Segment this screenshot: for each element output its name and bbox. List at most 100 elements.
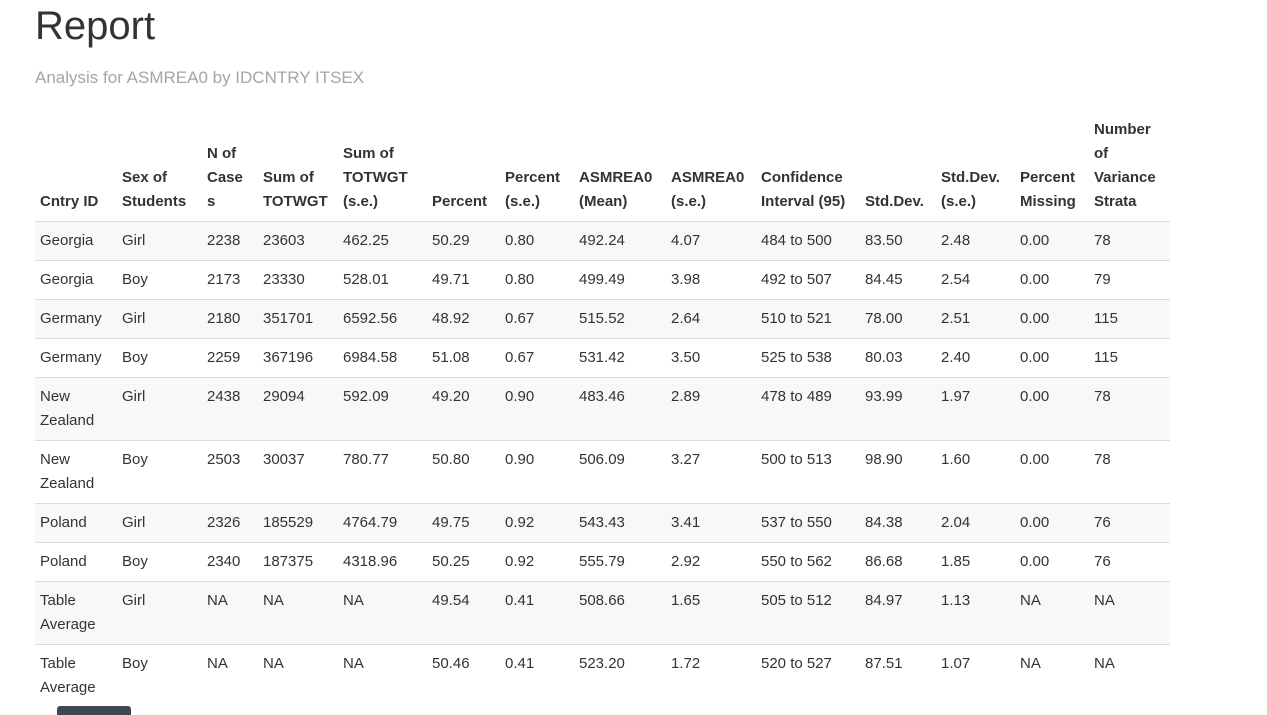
table-cell: 531.42 [574, 338, 666, 378]
table-row: Poland Boy 2340 187375 4318.96 50.25 0.92 555.7… [35, 542, 1170, 582]
column-header: Percent (s.e.) [500, 111, 574, 222]
table-row: Table Average Boy NA NA NA 50.46 0.41 523.20 1.7… [35, 644, 1170, 707]
table-cell: 76 [1089, 503, 1170, 543]
table-cell: 478 to 489 [756, 377, 860, 441]
table-cell: 0.80 [500, 260, 574, 300]
table-cell: 3.50 [666, 338, 756, 378]
table-cell: 50.46 [427, 644, 500, 707]
table-cell: 543.43 [574, 503, 666, 543]
table-cell: 6592.56 [338, 299, 427, 339]
table-row: New Zealand Boy 2503 30037 780.77 50.80 0.90 50… [35, 440, 1170, 504]
table-cell: 555.79 [574, 542, 666, 582]
table-cell: 483.46 [574, 377, 666, 441]
column-header: ASMREA0 (Mean) [574, 111, 666, 222]
table-cell: 185529 [258, 503, 338, 543]
table-row: Table Average Girl NA NA NA 49.54 0.41 508.66 1.… [35, 581, 1170, 645]
table-cell: 3.41 [666, 503, 756, 543]
table-cell: 462.25 [343, 232, 389, 249]
table-body: Georgia Girl 2238 23603 462.25 50.29 0.80 492.2… [35, 221, 1170, 707]
table-cell: 115 [1089, 299, 1170, 339]
table-cell: 2.40 [936, 338, 1015, 378]
table-cell: 525 to 538 [756, 338, 860, 378]
table-cell: 492 to 507 [756, 260, 860, 300]
table-cell: 0.90 [500, 377, 574, 441]
table-cell: 50.25 [427, 542, 500, 582]
table-cell: Girl [117, 503, 202, 543]
table-cell: Poland [35, 542, 117, 582]
table-cell: 2.64 [666, 299, 756, 339]
table-cell: 76 [1089, 542, 1170, 582]
table-cell: 500 to 513 [756, 440, 860, 504]
table-cell: 550 to 562 [756, 542, 860, 582]
table-row: Georgia Boy 2173 23330 528.01 49.71 0.80 499.49… [35, 260, 1170, 300]
table-cell: 351701 [258, 299, 338, 339]
table-cell: 2.48 [941, 232, 971, 249]
table-cell: 23330 [258, 260, 338, 300]
table-cell: NA [258, 644, 338, 707]
column-header: ASMREA0 (s.e.) [666, 111, 756, 222]
table-cell: 1.13 [936, 581, 1015, 645]
partial-bottom-button[interactable] [57, 706, 131, 715]
table-cell: 50.80 [427, 440, 500, 504]
table-cell: 1.85 [936, 542, 1015, 582]
table-cell: Table Average [35, 581, 117, 645]
table-row: Germany Boy 2259 367196 6984.58 51.08 0.67 531.… [35, 338, 1170, 378]
table-cell: Girl [117, 299, 202, 339]
table-cell: 23603 [263, 232, 305, 249]
table-cell: NA [258, 581, 338, 645]
table-cell: NA [338, 644, 427, 707]
table-row: New Zealand Girl 2438 29094 592.09 49.20 0.90 4… [35, 377, 1170, 441]
table-cell: 515.52 [574, 299, 666, 339]
table-cell: 0.67 [500, 338, 574, 378]
table-cell: NA [1015, 644, 1089, 707]
table-cell: 0.00 [1015, 338, 1089, 378]
table-cell: 2503 [202, 440, 258, 504]
table-cell: 6984.58 [338, 338, 427, 378]
table-cell: 0.41 [500, 581, 574, 645]
table-cell: New Zealand [35, 377, 117, 441]
table-cell: Boy [117, 644, 202, 707]
table-cell: 1.72 [666, 644, 756, 707]
table-cell: 510 to 521 [756, 299, 860, 339]
table-cell: 4.07 [671, 232, 701, 249]
table-cell: 0.80 [505, 232, 535, 249]
table-cell: Germany [35, 299, 117, 339]
table-cell: NA [202, 644, 258, 707]
column-header: Sum of TOTWGT (s.e.) [338, 111, 427, 222]
table-cell: NA [1089, 581, 1170, 645]
table-cell: 1.07 [936, 644, 1015, 707]
table-cell: Girl [117, 581, 202, 645]
table-cell: Girl [122, 232, 146, 249]
table-cell: 520 to 527 [756, 644, 860, 707]
table-cell: 1.60 [936, 440, 1015, 504]
table-cell: NA [202, 581, 258, 645]
table-cell: 506.09 [574, 440, 666, 504]
table-cell: 2.54 [936, 260, 1015, 300]
table-cell: NA [338, 581, 427, 645]
table-cell: Girl [117, 377, 202, 441]
column-header: Confidence Interval (95) [756, 111, 860, 222]
table-cell: 0.92 [500, 503, 574, 543]
table-cell: 0.90 [500, 440, 574, 504]
table-cell: 79 [1089, 260, 1170, 300]
table-cell: 93.99 [860, 377, 936, 441]
table-cell: 30037 [258, 440, 338, 504]
table-cell: 3.27 [666, 440, 756, 504]
table-cell: 2.92 [666, 542, 756, 582]
table-cell: 0.00 [1015, 299, 1089, 339]
table-cell: 78 [1089, 440, 1170, 504]
table-row: Georgia Girl 2238 23603 462.25 50.29 0.80 492.2… [35, 221, 1170, 261]
table-cell: 49.75 [427, 503, 500, 543]
column-header: Percent Missing [1015, 111, 1089, 222]
table-cell: 2.89 [666, 377, 756, 441]
column-header: Std.Dev. (s.e.) [936, 111, 1015, 222]
table-cell: 84.38 [860, 503, 936, 543]
table-cell: New Zealand [35, 440, 117, 504]
table-cell: 51.08 [427, 338, 500, 378]
table-cell: NA [1015, 581, 1089, 645]
table-cell: 2.04 [936, 503, 1015, 543]
table-cell: 78 [1089, 377, 1170, 441]
table-cell: 0.92 [500, 542, 574, 582]
table-cell: 592.09 [338, 377, 427, 441]
